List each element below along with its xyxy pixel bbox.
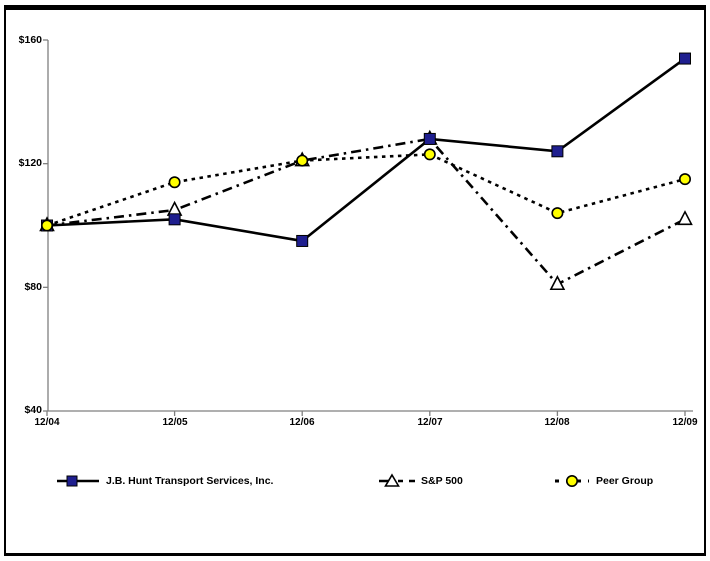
marker-circle-2-1 [168, 176, 181, 189]
y-axis-label-80: $80 [24, 281, 42, 293]
series-line-2 [46, 153, 686, 227]
x-axis-label-1207: 12/07 [417, 417, 443, 428]
marker-circle-2-4 [551, 207, 564, 220]
x-axis-label-1206: 12/06 [289, 417, 315, 428]
legend-label-peer-group: Peer Group [596, 475, 654, 487]
marker-circle-2-0 [40, 219, 53, 232]
legend-sample-solid-line-square-icon [57, 475, 99, 487]
legend-label-sp500: S&P 500 [421, 475, 463, 487]
x-axis-label-1204: 12/04 [34, 417, 60, 428]
legend-sample-dotted-line-circle-icon [555, 475, 589, 487]
legend-item-jbhunt: J.B. Hunt Transport Services, Inc. [56, 473, 273, 489]
legend-item-peer-group: Peer Group [554, 473, 653, 489]
marker-triangle-1-1 [166, 200, 183, 216]
marker-circle-2-3 [423, 148, 436, 161]
marker-triangle-1-5 [677, 210, 693, 226]
marker-circle-2-2 [296, 154, 309, 167]
series-line-1 [46, 137, 686, 286]
marker-square-0-4 [551, 145, 564, 158]
y-axis-label-120: $120 [18, 157, 42, 169]
marker-square-0-3 [423, 132, 436, 145]
marker-circle-2-5 [678, 173, 691, 186]
y-axis-label-40: $40 [24, 404, 42, 416]
legend-item-sp500: S&P 500 [379, 473, 463, 489]
chart-frame-border [4, 5, 706, 556]
marker-square-0-1 [168, 213, 181, 226]
x-axis-label-1205: 12/05 [162, 417, 188, 428]
y-axis-label-160: $160 [18, 34, 42, 46]
marker-square-0-2 [296, 234, 309, 247]
x-axis-label-1209: 12/09 [672, 417, 698, 428]
legend-sample-dashdot-line-triangle-icon [379, 473, 415, 487]
marker-triangle-1-4 [549, 275, 566, 291]
legend-label-jbhunt: J.B. Hunt Transport Services, Inc. [106, 475, 274, 487]
marker-square-0-5 [679, 52, 691, 65]
x-axis-label-1208: 12/08 [544, 417, 570, 428]
series-line-0 [46, 57, 686, 243]
